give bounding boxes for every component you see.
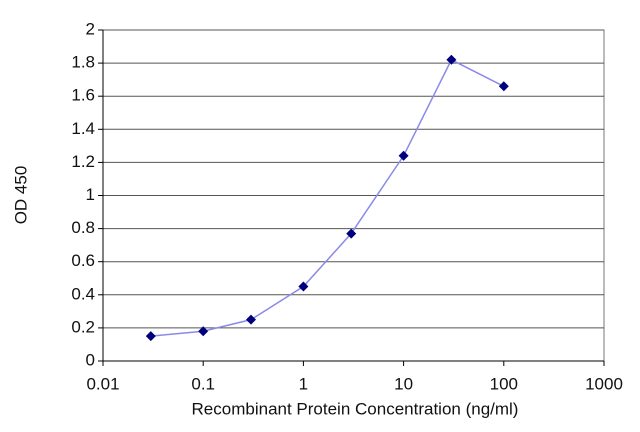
y-tick-label: 0.2 bbox=[71, 317, 95, 336]
y-tick-label: 1.2 bbox=[71, 152, 95, 171]
y-tick-label: 1.6 bbox=[71, 86, 95, 105]
data-point bbox=[145, 331, 156, 342]
x-tick-label: 1000 bbox=[585, 374, 623, 393]
x-tick-label: 1 bbox=[299, 374, 308, 393]
data-point bbox=[446, 54, 457, 65]
x-axis-label: Recombinant Protein Concentration (ng/ml… bbox=[192, 399, 519, 418]
data-point bbox=[398, 150, 409, 161]
data-point bbox=[498, 81, 509, 92]
y-axis-label: OD 450 bbox=[11, 166, 30, 225]
data-point bbox=[298, 281, 309, 292]
y-tick-label: 1.4 bbox=[71, 119, 95, 138]
x-tick-label: 10 bbox=[394, 374, 413, 393]
x-tick-label: 0.01 bbox=[86, 374, 119, 393]
y-tick-label: 2 bbox=[86, 19, 95, 38]
y-tick-label: 0.8 bbox=[71, 218, 95, 237]
data-point bbox=[246, 314, 257, 325]
x-tick-label: 100 bbox=[490, 374, 518, 393]
y-tick-label: 1.8 bbox=[71, 53, 95, 72]
x-tick-label: 0.1 bbox=[191, 374, 215, 393]
data-line bbox=[150, 58, 505, 337]
y-tick-label: 0.6 bbox=[71, 251, 95, 270]
y-tick-label: 0 bbox=[86, 350, 95, 369]
y-tick-label: 1 bbox=[86, 185, 95, 204]
data-point bbox=[198, 326, 209, 337]
y-tick-label: 0.4 bbox=[71, 284, 95, 303]
data-point bbox=[346, 228, 357, 239]
